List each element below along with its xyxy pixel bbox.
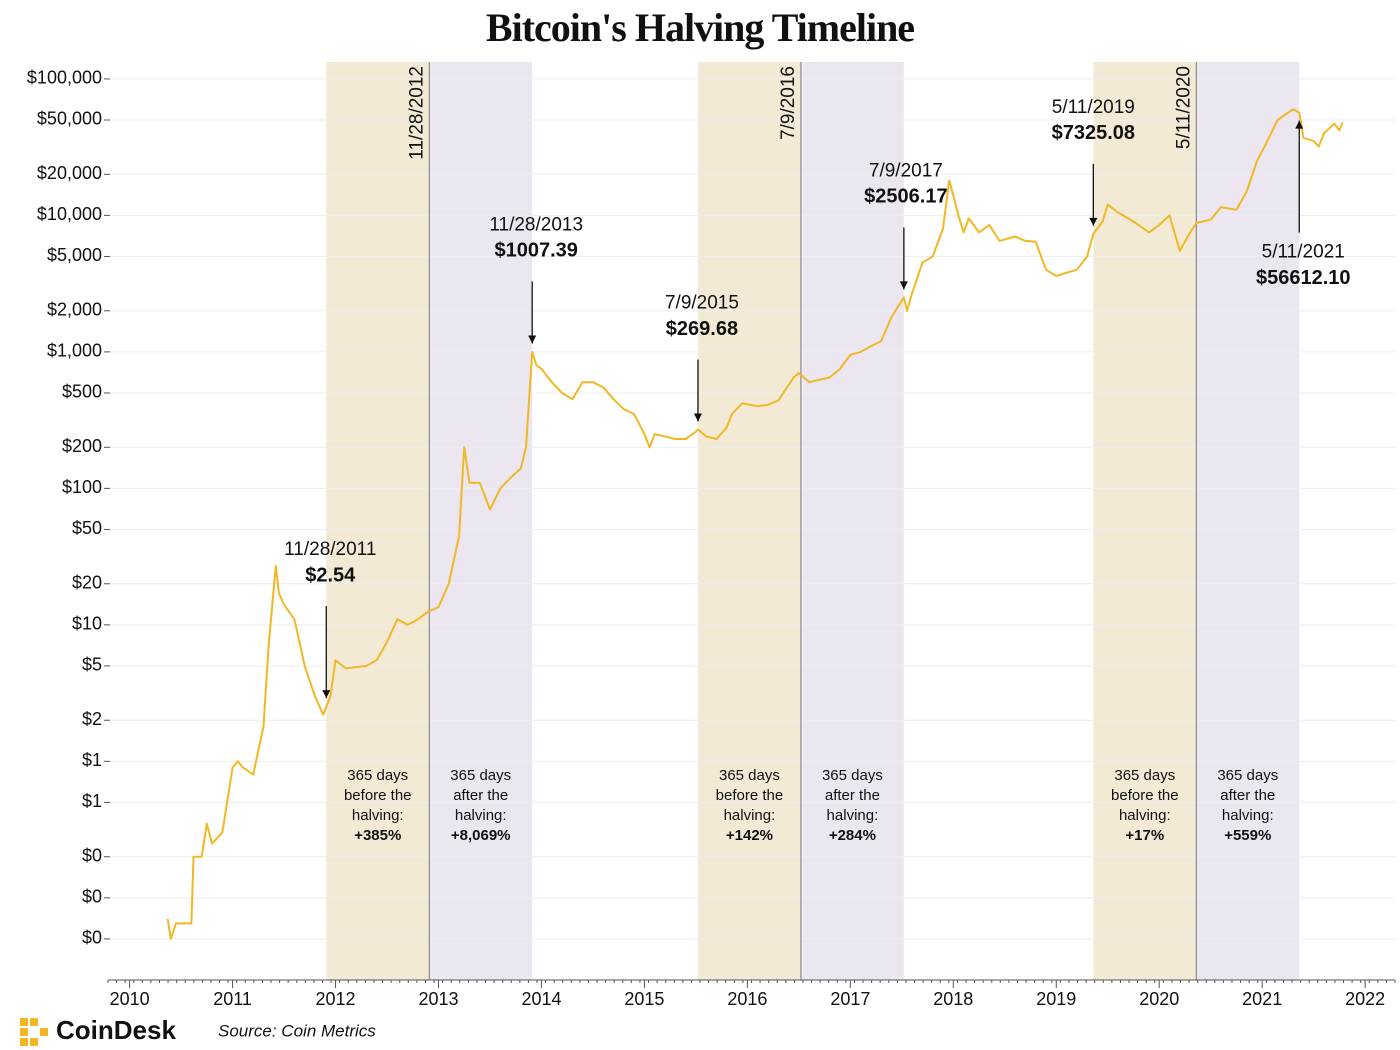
band-text: before the xyxy=(1111,787,1179,804)
band-text: after the xyxy=(825,787,880,804)
band-text: 365 days xyxy=(1217,767,1278,784)
band-text: halving: xyxy=(352,807,404,824)
x-tick-label: 2015 xyxy=(624,989,664,1009)
x-tick-label: 2022 xyxy=(1345,989,1385,1009)
y-tick-label: $50 xyxy=(72,518,102,538)
band-text: halving: xyxy=(1222,807,1274,824)
logo-block xyxy=(20,1018,28,1026)
annotation-date: 11/28/2013 xyxy=(489,214,583,235)
annotation-label: $1007.39 xyxy=(494,240,577,262)
annotation-date: 5/11/2021 xyxy=(1262,242,1345,263)
x-tick-label: 2012 xyxy=(316,989,356,1009)
annotation-date: 7/9/2015 xyxy=(665,293,739,314)
arrow-head xyxy=(899,281,908,290)
y-tick-label: $50,000 xyxy=(37,109,102,129)
price-line xyxy=(166,108,1344,940)
x-tick-label: 2021 xyxy=(1242,989,1282,1009)
halving-date: 5/11/2020 xyxy=(1173,66,1194,149)
logo-block xyxy=(30,1038,38,1046)
annotation-date: 5/11/2019 xyxy=(1052,97,1135,118)
y-tick-label: $0 xyxy=(82,928,102,948)
y-tick-label: $20 xyxy=(72,573,102,593)
y-tick-label: $1 xyxy=(82,791,102,811)
band-text: 365 days xyxy=(450,767,511,784)
band-text: +142% xyxy=(726,827,773,844)
band-text: +385% xyxy=(354,827,401,844)
plot-background xyxy=(108,62,1395,980)
y-tick-label: $1 xyxy=(82,750,102,770)
band-text: 365 days xyxy=(822,767,883,784)
band-text: halving: xyxy=(827,807,879,824)
annotation-label: $2506.17 xyxy=(864,186,947,208)
arrow-head xyxy=(528,335,537,344)
band-text: +8,069% xyxy=(451,827,511,844)
annotation-date: 11/28/2011 xyxy=(284,539,376,560)
y-tick-label: $10,000 xyxy=(37,204,102,224)
y-tick-label: $2,000 xyxy=(47,300,102,320)
brand-logo xyxy=(20,1018,48,1046)
annotation-label: $269.68 xyxy=(666,318,738,340)
x-tick-label: 2010 xyxy=(110,989,150,1009)
y-tick-label: $500 xyxy=(62,382,102,402)
y-tick-label: $200 xyxy=(62,436,102,456)
y-tick-label: $100 xyxy=(62,477,102,497)
arrow-head xyxy=(693,413,702,422)
logo-block xyxy=(20,1028,28,1036)
y-tick-label: $0 xyxy=(82,887,102,907)
band-text: halving: xyxy=(455,807,507,824)
y-tick-label: $20,000 xyxy=(37,163,102,183)
logo-block xyxy=(40,1028,48,1036)
logo-block xyxy=(30,1018,38,1026)
band-text: 365 days xyxy=(719,767,780,784)
arrow-head xyxy=(1089,217,1098,226)
annotation-label: $7325.08 xyxy=(1052,122,1135,144)
x-tick-label: 2011 xyxy=(213,989,252,1009)
band-text: +284% xyxy=(829,827,876,844)
logo-block xyxy=(20,1038,28,1046)
band-text: halving: xyxy=(724,807,776,824)
band-text: halving: xyxy=(1119,807,1171,824)
source: Source: Coin Metrics xyxy=(218,1021,376,1040)
x-tick-label: 2019 xyxy=(1036,989,1076,1009)
x-tick-label: 2013 xyxy=(418,989,458,1009)
band-text: +559% xyxy=(1224,827,1271,844)
halving-date: 7/9/2016 xyxy=(778,66,799,140)
band-text: before the xyxy=(716,787,784,804)
y-tick-label: $100,000 xyxy=(27,68,102,88)
x-tick-label: 2017 xyxy=(830,989,870,1009)
annotation-label: $2.54 xyxy=(305,564,356,586)
band-text: before the xyxy=(344,787,412,804)
x-tick-label: 2018 xyxy=(933,989,973,1009)
x-tick-label: 2016 xyxy=(727,989,767,1009)
halving-date: 11/28/2012 xyxy=(406,66,427,160)
y-tick-label: $1,000 xyxy=(47,341,102,361)
arrow-head xyxy=(1295,120,1304,129)
annotation-label: $56612.10 xyxy=(1256,267,1351,289)
annotation-date: 7/9/2017 xyxy=(869,160,943,181)
band-text: +17% xyxy=(1125,827,1164,844)
y-tick-label: $5 xyxy=(82,655,102,675)
band-text: after the xyxy=(1220,787,1275,804)
band-text: after the xyxy=(453,787,508,804)
chart-title: Bitcoin's Halving Timeline xyxy=(486,5,914,50)
band-text: 365 days xyxy=(347,767,408,784)
y-tick-label: $5,000 xyxy=(47,245,102,265)
band-text: 365 days xyxy=(1114,767,1175,784)
y-tick-label: $10 xyxy=(72,614,102,634)
arrow-head xyxy=(322,690,331,699)
y-tick-label: $0 xyxy=(82,845,102,865)
x-tick-label: 2020 xyxy=(1139,989,1179,1009)
brand-name: CoinDesk xyxy=(56,1015,176,1045)
y-tick-label: $2 xyxy=(82,709,102,729)
x-tick-label: 2014 xyxy=(521,989,561,1009)
